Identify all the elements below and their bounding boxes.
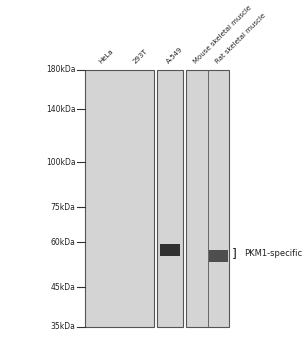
Text: HeLa: HeLa (98, 48, 115, 65)
Bar (209, 250, 227, 262)
Text: 60kDa: 60kDa (51, 238, 76, 247)
Text: 100kDa: 100kDa (46, 158, 76, 167)
Text: 35kDa: 35kDa (51, 322, 76, 331)
Text: 75kDa: 75kDa (51, 203, 76, 212)
Text: 180kDa: 180kDa (46, 65, 76, 74)
Bar (157, 70, 183, 327)
Bar (85, 70, 154, 327)
Text: A-549: A-549 (166, 46, 184, 65)
Text: Rat skeletal muscle: Rat skeletal muscle (214, 13, 267, 65)
Text: PKM1-specific: PKM1-specific (244, 248, 302, 258)
Text: 293T: 293T (132, 48, 149, 65)
Text: ]: ] (231, 247, 236, 260)
Text: Mouse skeletal muscle: Mouse skeletal muscle (193, 5, 253, 65)
Text: 140kDa: 140kDa (46, 105, 76, 114)
Bar (186, 70, 229, 327)
Bar (160, 244, 180, 256)
Text: 45kDa: 45kDa (51, 283, 76, 292)
